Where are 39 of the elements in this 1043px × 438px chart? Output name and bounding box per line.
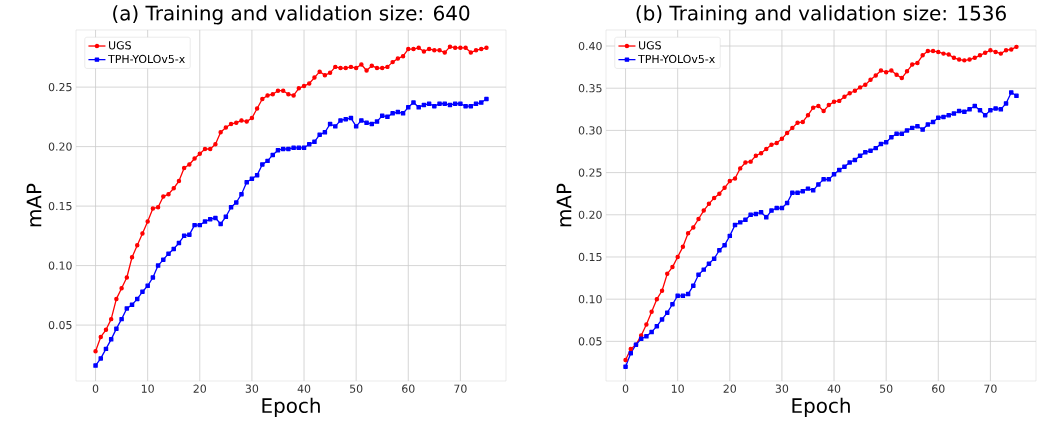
x-tick-label: 40 — [827, 384, 841, 393]
y-axis-title: mAP — [556, 183, 572, 227]
x-tick-label: 50 — [350, 384, 363, 393]
x-tick-label: 10 — [141, 384, 154, 393]
x-tick-label: 0 — [92, 384, 99, 393]
x-tick-label: 0 — [622, 384, 629, 393]
y-tick-label: 0.10 — [48, 261, 72, 270]
chart-title: (a) Training and validation size: 640 — [113, 5, 470, 25]
chart-title: (b) Training and validation size: 1536 — [636, 5, 1006, 25]
y-tick-label: 0.20 — [578, 210, 602, 219]
x-tick-label: 10 — [671, 384, 684, 393]
y-tick-label: 0.15 — [48, 201, 72, 211]
y-tick-label: 0.40 — [578, 41, 602, 51]
x-tick-label: 50 — [880, 384, 893, 393]
y-tick-label: 0.05 — [48, 320, 72, 330]
legend-label: TPH-YOLOv5-x — [638, 54, 715, 64]
y-tick-label: 0.30 — [578, 126, 602, 135]
x-tick-label: 40 — [297, 384, 311, 393]
y-tick-label: 0.15 — [578, 252, 602, 262]
y-tick-label: 0.25 — [48, 82, 72, 92]
y-tick-label: 0.25 — [578, 168, 602, 177]
x-tick-label: 60 — [932, 384, 945, 393]
legend-label: TPH-YOLOv5-x — [108, 54, 185, 64]
legend-label: UGS — [639, 41, 661, 50]
x-axis-title: Epoch — [792, 397, 850, 417]
x-tick-label: 20 — [193, 384, 207, 393]
x-axis-title: Epoch — [262, 397, 320, 417]
y-axis-title: mAP — [26, 183, 42, 227]
x-tick-label: 30 — [775, 384, 789, 393]
y-tick-label: 0.10 — [578, 295, 602, 304]
legend-label: UGS — [109, 41, 131, 50]
y-tick-label: 0.20 — [48, 142, 72, 151]
x-tick-label: 70 — [454, 384, 467, 393]
x-tick-label: 60 — [402, 384, 415, 393]
y-tick-label: 0.35 — [578, 84, 602, 93]
x-tick-label: 70 — [984, 384, 997, 393]
x-tick-label: 20 — [723, 384, 737, 393]
x-tick-label: 30 — [245, 384, 259, 393]
y-tick-label: 0.05 — [578, 337, 602, 346]
